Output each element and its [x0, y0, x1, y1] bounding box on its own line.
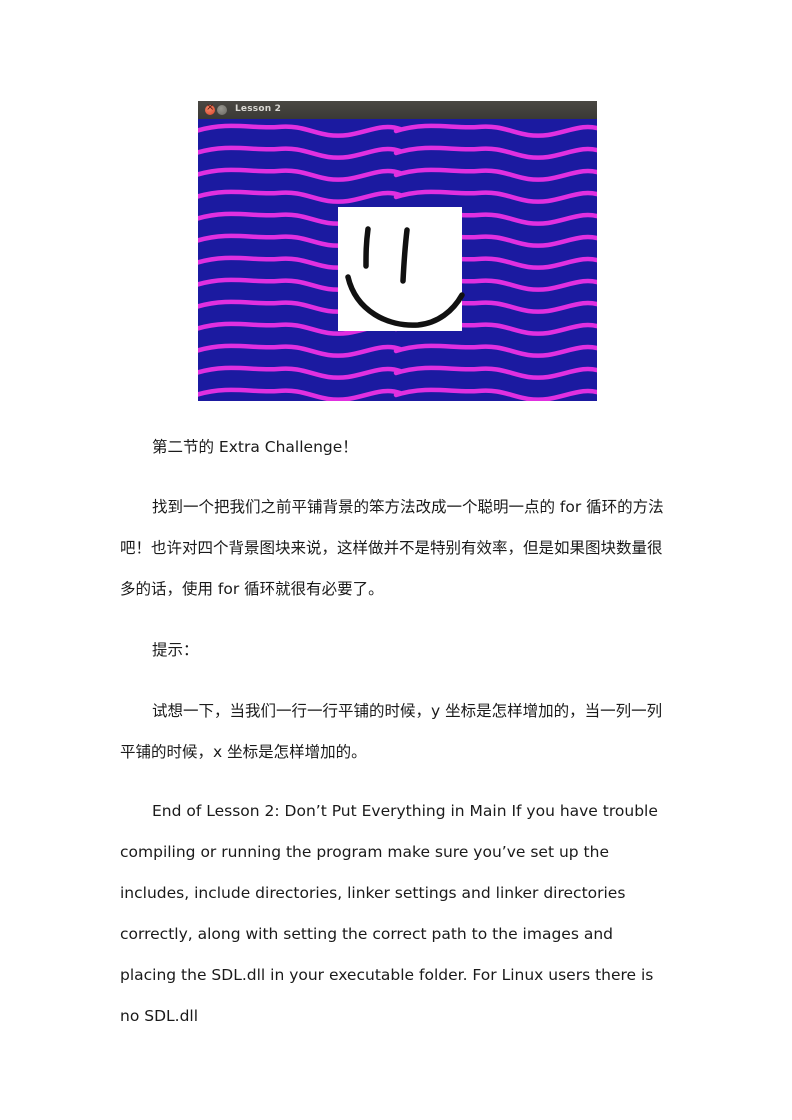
background-stripe	[198, 387, 403, 401]
background-stripe	[198, 189, 403, 204]
background-stripe	[198, 167, 403, 182]
background-stripe	[393, 343, 597, 358]
hint-label: 提示：	[152, 641, 199, 659]
background-stripe	[393, 145, 597, 160]
smiley-image	[338, 207, 465, 331]
background-stripe	[198, 365, 403, 380]
background-stripe	[198, 145, 403, 160]
smiley-tile	[338, 207, 462, 331]
smiley-right-eye	[400, 227, 410, 284]
hint-paragraph: 试想一下，当我们一行一行平铺的时候，y 坐标是怎样增加的，当一列一列平铺的时候，…	[120, 702, 663, 761]
background-stripe	[393, 123, 597, 138]
challenge-paragraph: 找到一个把我们之前平铺背景的笨方法改成一个聪明一点的 for 循环的方法吧！也许…	[120, 498, 664, 598]
lesson-window-screenshot: Lesson 2	[198, 101, 597, 401]
minimize-icon	[217, 105, 227, 115]
background-stripe	[393, 189, 597, 204]
smiley-left-eye	[363, 226, 371, 269]
window-title: Lesson 2	[235, 104, 282, 114]
close-icon	[205, 102, 215, 115]
background-stripe	[198, 123, 403, 138]
lesson-end-paragraph: End of Lesson 2: Don’t Put Everything in…	[120, 802, 658, 1025]
background-stripe	[198, 343, 403, 358]
window-titlebar: Lesson 2	[198, 101, 597, 120]
extra-challenge-heading: 第二节的 Extra Challenge！	[152, 438, 358, 456]
smiley-mouth	[345, 274, 465, 328]
background-stripe	[393, 365, 597, 380]
background-stripe	[393, 387, 597, 401]
tiled-background-canvas	[198, 119, 597, 401]
background-stripe	[393, 167, 597, 182]
